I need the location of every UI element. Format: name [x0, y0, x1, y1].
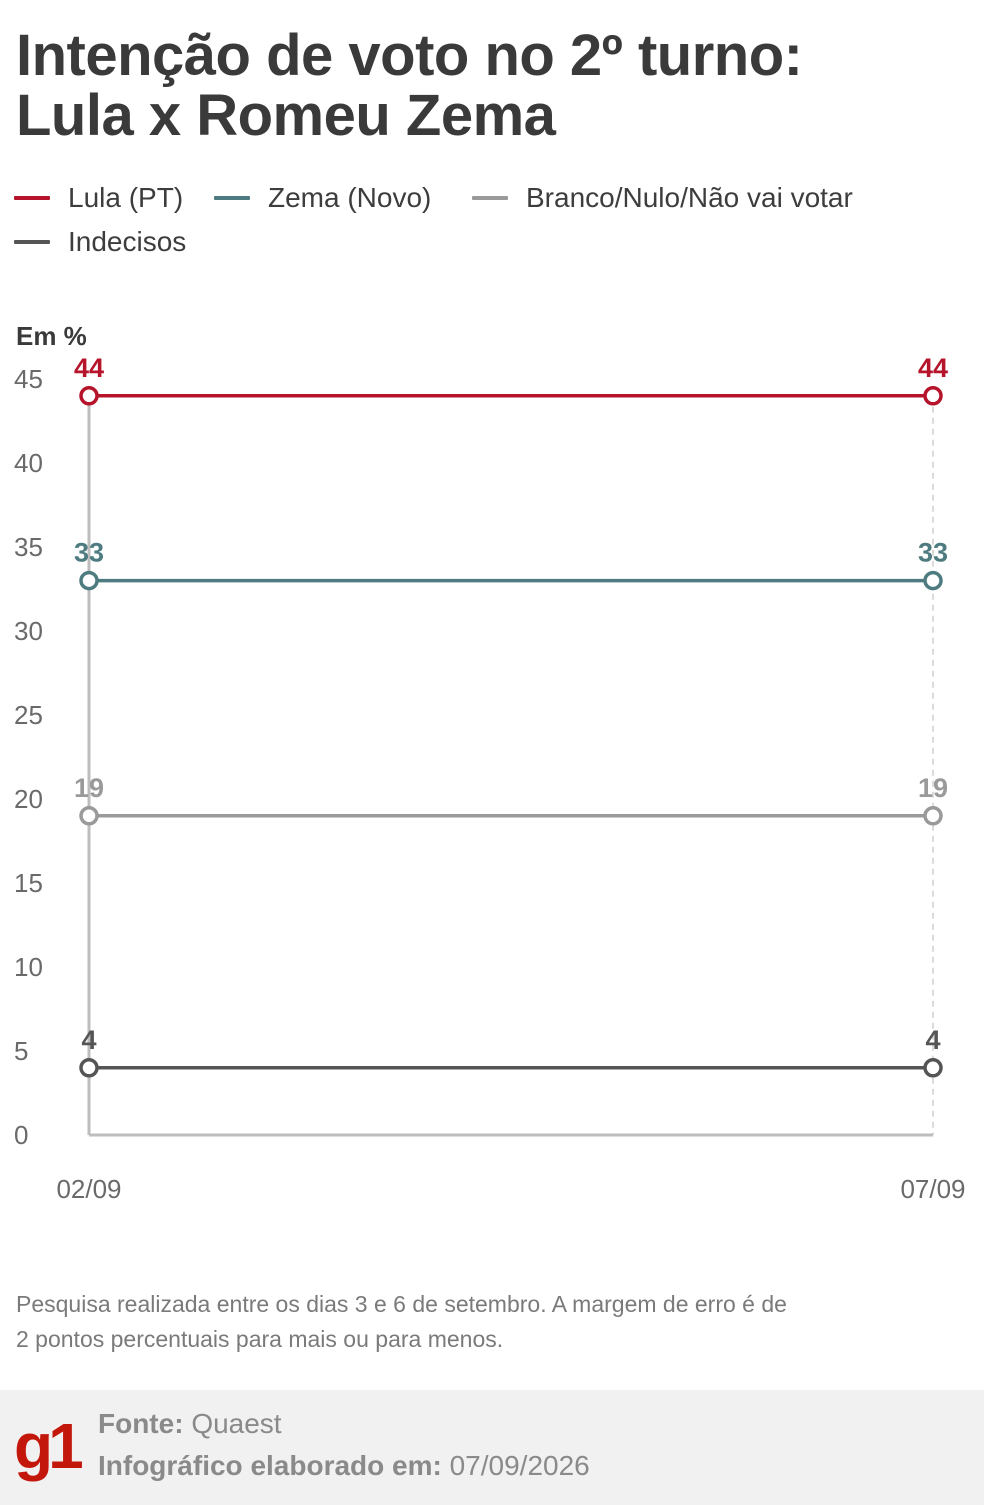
legend-item-indecisos: Indecisos [14, 226, 186, 258]
data-point [79, 1058, 99, 1078]
legend-item-lula: Lula (PT) [14, 182, 183, 214]
source-label: Fonte: [98, 1408, 184, 1439]
legend-swatch-lula [14, 196, 50, 200]
x-tick-label: 02/09 [56, 1174, 121, 1204]
y-tick-label: 10 [14, 952, 43, 982]
y-axis-label: Em % [16, 321, 87, 351]
legend-label-zema: Zema (Novo) [268, 182, 432, 213]
data-point [923, 806, 943, 826]
g1-logo[interactable]: g1 [14, 1410, 84, 1482]
data-label: 33 [918, 538, 948, 568]
data-point [923, 570, 943, 591]
date-label: Infográfico elaborado em: [98, 1450, 442, 1481]
data-label: 44 [918, 353, 948, 383]
data-label: 19 [74, 773, 104, 803]
legend-item-branco: Branco/Nulo/Não vai votar [472, 182, 853, 214]
data-point [79, 806, 99, 826]
legend-label-branco: Branco/Nulo/Não vai votar [526, 182, 853, 213]
source-credit: Fonte: Quaest [98, 1408, 282, 1440]
y-tick-label: 25 [14, 700, 43, 730]
y-tick-label: 5 [14, 1036, 28, 1066]
data-point [79, 570, 99, 591]
y-tick-label: 20 [14, 784, 43, 814]
data-label: 19 [918, 773, 948, 803]
legend-label-indecisos: Indecisos [68, 226, 187, 257]
data-label: 44 [74, 353, 104, 383]
legend-item-zema: Zema (Novo) [214, 182, 431, 214]
methodology-note: Pesquisa realizada entre os dias 3 e 6 d… [16, 1291, 787, 1352]
chart-title: Intenção de voto no 2º turno: Lula x Rom… [16, 23, 803, 148]
x-tick-label: 07/09 [900, 1174, 965, 1204]
data-label: 4 [81, 1025, 96, 1055]
y-tick-label: 40 [14, 448, 43, 478]
data-point [923, 1058, 943, 1078]
legend-swatch-zema [214, 196, 250, 200]
y-tick-label: 30 [14, 616, 43, 646]
y-tick-label: 0 [14, 1120, 28, 1150]
y-tick-label: 45 [14, 364, 43, 394]
source-value: Quaest [191, 1408, 282, 1439]
y-tick-label: 15 [14, 868, 43, 898]
data-point [79, 386, 99, 406]
legend-swatch-branco [472, 196, 508, 200]
date-value: 07/09/2026 [449, 1450, 590, 1481]
date-credit: Infográfico elaborado em: 07/09/2026 [98, 1450, 590, 1482]
data-label: 4 [925, 1025, 940, 1055]
footer: g1 Fonte: Quaest Infográfico elaborado e… [0, 1390, 984, 1505]
legend-swatch-indecisos [14, 240, 50, 244]
data-point [923, 386, 943, 406]
y-tick-label: 35 [14, 532, 43, 562]
data-label: 33 [74, 538, 104, 568]
legend-label-lula: Lula (PT) [68, 182, 184, 213]
